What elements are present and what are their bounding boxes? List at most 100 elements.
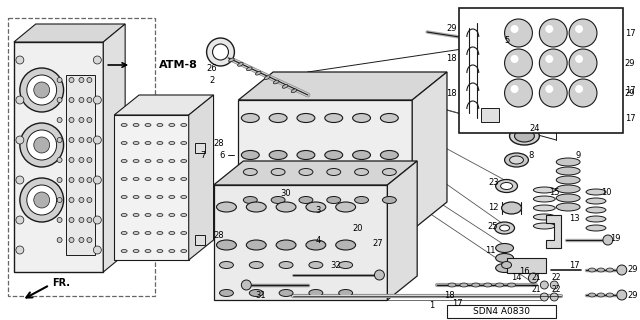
Ellipse shape (279, 290, 293, 297)
Bar (195, 143, 205, 153)
Circle shape (57, 178, 62, 182)
Circle shape (16, 176, 24, 184)
Circle shape (504, 79, 532, 107)
Ellipse shape (586, 207, 606, 213)
Circle shape (550, 293, 558, 301)
Polygon shape (189, 95, 214, 260)
Ellipse shape (246, 202, 266, 212)
Ellipse shape (250, 261, 263, 268)
Text: 29: 29 (628, 266, 638, 275)
Circle shape (617, 265, 627, 275)
Ellipse shape (157, 178, 163, 180)
Ellipse shape (282, 84, 288, 88)
Circle shape (540, 281, 548, 289)
Ellipse shape (157, 231, 163, 235)
Text: 18: 18 (446, 89, 457, 98)
Circle shape (57, 98, 62, 102)
Bar (507, 258, 547, 273)
Circle shape (87, 98, 92, 102)
Ellipse shape (291, 89, 297, 93)
Ellipse shape (556, 176, 580, 184)
Text: 28: 28 (213, 230, 224, 239)
Ellipse shape (299, 196, 313, 204)
Ellipse shape (180, 178, 187, 180)
Ellipse shape (509, 156, 524, 164)
Ellipse shape (556, 158, 580, 166)
Circle shape (87, 178, 92, 182)
Ellipse shape (246, 240, 266, 250)
Ellipse shape (339, 261, 353, 268)
Circle shape (87, 237, 92, 243)
Ellipse shape (133, 141, 139, 145)
Ellipse shape (133, 213, 139, 217)
Ellipse shape (276, 202, 296, 212)
Ellipse shape (157, 196, 163, 198)
Circle shape (16, 136, 24, 144)
Ellipse shape (121, 196, 127, 198)
Circle shape (79, 237, 84, 243)
Ellipse shape (145, 141, 151, 145)
Ellipse shape (220, 261, 234, 268)
Circle shape (545, 55, 553, 63)
Ellipse shape (490, 40, 500, 46)
Ellipse shape (306, 240, 326, 250)
Ellipse shape (495, 253, 513, 262)
Circle shape (34, 192, 50, 208)
Circle shape (540, 49, 567, 77)
Ellipse shape (145, 231, 151, 235)
Ellipse shape (299, 169, 313, 175)
Ellipse shape (533, 214, 556, 220)
Circle shape (34, 137, 50, 153)
Ellipse shape (353, 150, 371, 159)
Ellipse shape (309, 290, 323, 297)
Circle shape (20, 123, 63, 167)
Ellipse shape (169, 178, 175, 180)
Text: 22: 22 (552, 284, 561, 293)
Circle shape (79, 178, 84, 182)
Circle shape (540, 79, 567, 107)
Circle shape (69, 117, 74, 123)
Ellipse shape (509, 127, 540, 145)
Ellipse shape (241, 114, 259, 123)
Ellipse shape (145, 213, 151, 217)
Circle shape (69, 98, 74, 102)
Bar (14, 42, 103, 272)
Circle shape (87, 218, 92, 222)
Ellipse shape (309, 261, 323, 268)
Ellipse shape (504, 153, 529, 167)
Circle shape (20, 178, 63, 222)
Ellipse shape (500, 225, 509, 231)
Ellipse shape (500, 182, 513, 189)
Ellipse shape (264, 76, 270, 79)
Circle shape (87, 77, 92, 83)
Circle shape (93, 176, 101, 184)
Ellipse shape (180, 159, 187, 163)
Circle shape (69, 77, 74, 83)
Circle shape (93, 56, 101, 64)
Ellipse shape (586, 225, 606, 231)
Circle shape (504, 19, 532, 47)
Circle shape (69, 237, 74, 243)
Circle shape (79, 98, 84, 102)
Ellipse shape (495, 244, 513, 252)
Circle shape (27, 75, 56, 105)
Ellipse shape (598, 268, 604, 272)
Ellipse shape (336, 202, 356, 212)
Ellipse shape (380, 150, 398, 159)
Circle shape (511, 85, 518, 93)
Text: 27: 27 (372, 238, 383, 247)
Ellipse shape (157, 213, 163, 217)
Ellipse shape (121, 231, 127, 235)
Text: 11: 11 (485, 245, 496, 254)
Ellipse shape (250, 290, 263, 297)
Ellipse shape (220, 290, 234, 297)
Circle shape (569, 49, 597, 77)
Ellipse shape (495, 180, 518, 193)
Circle shape (93, 216, 101, 224)
Ellipse shape (121, 178, 127, 180)
Circle shape (540, 19, 567, 47)
Ellipse shape (133, 250, 139, 252)
Ellipse shape (169, 250, 175, 252)
Ellipse shape (145, 178, 151, 180)
Text: 29: 29 (625, 59, 636, 68)
